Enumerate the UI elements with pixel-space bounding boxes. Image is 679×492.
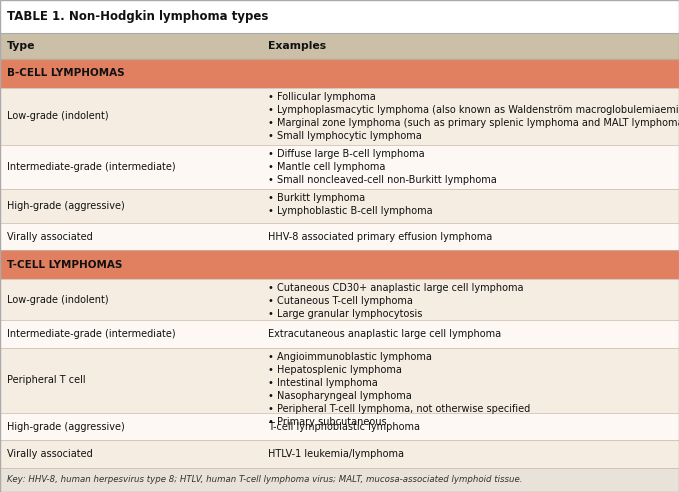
Text: Low-grade (indolent): Low-grade (indolent) xyxy=(7,111,109,121)
Bar xyxy=(0,59,679,88)
Text: High-grade (aggressive): High-grade (aggressive) xyxy=(7,201,124,211)
Text: Type: Type xyxy=(7,41,35,51)
Bar xyxy=(0,320,679,348)
Text: T-cell lymphoblastic lymphoma: T-cell lymphoblastic lymphoma xyxy=(268,422,420,431)
Text: Virally associated: Virally associated xyxy=(7,232,92,242)
Text: • Intestinal lymphoma: • Intestinal lymphoma xyxy=(268,378,378,388)
Text: Extracutaneous anaplastic large cell lymphoma: Extracutaneous anaplastic large cell lym… xyxy=(268,329,501,339)
Text: • Small lymphocytic lymphoma: • Small lymphocytic lymphoma xyxy=(268,131,422,141)
Bar xyxy=(0,223,679,250)
Text: B-CELL LYMPHOMAS: B-CELL LYMPHOMAS xyxy=(7,68,124,78)
Text: Key: HHV-8, human herpesvirus type 8; HTLV, human T-cell lymphoma virus; MALT, m: Key: HHV-8, human herpesvirus type 8; HT… xyxy=(7,475,522,485)
Text: Peripheral T cell: Peripheral T cell xyxy=(7,375,86,385)
Bar xyxy=(0,145,679,189)
Text: • Marginal zone lymphoma (such as primary splenic lymphoma and MALT lymphoma): • Marginal zone lymphoma (such as primar… xyxy=(268,118,679,128)
Bar xyxy=(0,468,679,492)
Text: • Hepatosplenic lymphoma: • Hepatosplenic lymphoma xyxy=(268,365,402,375)
Bar xyxy=(0,348,679,413)
Bar xyxy=(0,33,679,59)
Text: • Diffuse large B-cell lymphoma: • Diffuse large B-cell lymphoma xyxy=(268,149,425,159)
Text: T-CELL LYMPHOMAS: T-CELL LYMPHOMAS xyxy=(7,260,122,270)
Text: • Nasopharyngeal lymphoma: • Nasopharyngeal lymphoma xyxy=(268,391,412,401)
Text: • Mantle cell lymphoma: • Mantle cell lymphoma xyxy=(268,162,386,172)
Text: • Large granular lymphocytosis: • Large granular lymphocytosis xyxy=(268,309,422,319)
Text: • Peripheral T-cell lymphoma, not otherwise specified: • Peripheral T-cell lymphoma, not otherw… xyxy=(268,404,530,414)
Bar xyxy=(0,250,679,279)
Text: High-grade (aggressive): High-grade (aggressive) xyxy=(7,422,124,431)
Text: • Angioimmunoblastic lymphoma: • Angioimmunoblastic lymphoma xyxy=(268,352,432,362)
Text: Examples: Examples xyxy=(268,41,327,51)
Text: Intermediate-grade (intermediate): Intermediate-grade (intermediate) xyxy=(7,162,175,172)
Bar xyxy=(0,189,679,223)
Text: • Small noncleaved-cell non-Burkitt lymphoma: • Small noncleaved-cell non-Burkitt lymp… xyxy=(268,175,497,185)
Text: • Burkitt lymphoma: • Burkitt lymphoma xyxy=(268,193,365,203)
Text: HTLV-1 leukemia/lymphoma: HTLV-1 leukemia/lymphoma xyxy=(268,449,404,459)
Text: Virally associated: Virally associated xyxy=(7,449,92,459)
Text: Low-grade (indolent): Low-grade (indolent) xyxy=(7,295,109,305)
Bar xyxy=(0,440,679,468)
Text: • Primary subcutaneous: • Primary subcutaneous xyxy=(268,417,387,428)
Text: • Cutaneous CD30+ anaplastic large cell lymphoma: • Cutaneous CD30+ anaplastic large cell … xyxy=(268,283,524,293)
Text: • Lymphoplasmacytic lymphoma (also known as Waldenström macroglobulemiaemia): • Lymphoplasmacytic lymphoma (also known… xyxy=(268,105,679,115)
Text: • Cutaneous T-cell lymphoma: • Cutaneous T-cell lymphoma xyxy=(268,296,413,306)
Bar xyxy=(0,279,679,320)
Bar xyxy=(0,413,679,440)
Bar xyxy=(0,0,679,33)
Text: HHV-8 associated primary effusion lymphoma: HHV-8 associated primary effusion lympho… xyxy=(268,232,492,242)
Text: • Lymphoblastic B-cell lymphoma: • Lymphoblastic B-cell lymphoma xyxy=(268,206,433,216)
Text: • Follicular lymphoma: • Follicular lymphoma xyxy=(268,92,376,101)
Text: Intermediate-grade (intermediate): Intermediate-grade (intermediate) xyxy=(7,329,175,339)
Text: TABLE 1. Non-Hodgkin lymphoma types: TABLE 1. Non-Hodgkin lymphoma types xyxy=(7,10,268,23)
Bar xyxy=(0,88,679,145)
